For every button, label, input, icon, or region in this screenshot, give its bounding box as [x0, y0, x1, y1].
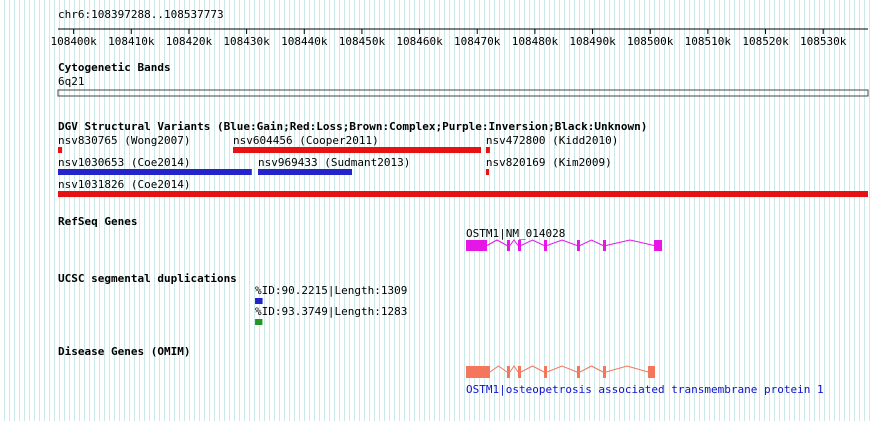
- refseq-gene-exon[interactable]: [576, 240, 580, 251]
- omim-gene-exon[interactable]: [602, 366, 606, 378]
- region-coordinates: chr6:108397288..108537773: [58, 8, 224, 21]
- refseq-gene-exon[interactable]: [506, 240, 510, 251]
- refseq-gene-exon[interactable]: [544, 240, 548, 251]
- section-title-dgv-variants: DGV Structural Variants (Blue:Gain;Red:L…: [58, 120, 648, 133]
- refseq-gene-intron: [486, 239, 508, 246]
- dgv-variant-bar[interactable]: [258, 169, 353, 175]
- cytoband-name-label: 6q21: [58, 75, 85, 88]
- refseq-gene-exon[interactable]: [518, 240, 522, 251]
- section-title-disease-genes-omim: Disease Genes (OMIM): [58, 345, 191, 358]
- section-title-cytogenetic-bands: Cytogenetic Bands: [58, 61, 171, 74]
- refseq-gene-exon[interactable]: [465, 240, 487, 251]
- refseq-gene-intron: [605, 239, 655, 246]
- cytoband-box: [57, 89, 869, 97]
- omim-gene-intron: [546, 365, 578, 373]
- refseq-gene-intron: [579, 239, 604, 246]
- omim-gene-exon[interactable]: [576, 366, 580, 378]
- dgv-variant-bar[interactable]: [233, 147, 481, 153]
- dgv-variant-bar[interactable]: [58, 191, 868, 197]
- omim-gene-exon[interactable]: [465, 366, 490, 378]
- omim-gene-intron: [520, 365, 545, 373]
- dgv-variant-bar[interactable]: [58, 147, 63, 153]
- segdup-box[interactable]: [255, 298, 263, 304]
- refseq-gene-intron: [509, 239, 519, 246]
- omim-gene-exon[interactable]: [544, 366, 548, 378]
- segdup-box[interactable]: [255, 319, 263, 325]
- dgv-variant-bar[interactable]: [485, 169, 490, 175]
- refseq-gene-intron: [546, 239, 578, 246]
- dgv-variant-bar[interactable]: [58, 169, 252, 175]
- omim-gene-intron: [509, 365, 519, 373]
- section-title-refseq-genes: RefSeq Genes: [58, 215, 138, 228]
- omim-gene-exon[interactable]: [648, 366, 655, 378]
- refseq-gene-intron: [520, 239, 545, 246]
- omim-gene-intron: [579, 365, 604, 373]
- background-gridlines: [0, 0, 870, 421]
- omim-gene-intron: [605, 365, 649, 373]
- omim-gene-intron: [489, 365, 508, 373]
- omim-gene-exon[interactable]: [518, 366, 522, 378]
- omim-gene-exon[interactable]: [506, 366, 510, 378]
- refseq-gene-exon[interactable]: [602, 240, 606, 251]
- dgv-variant-bar[interactable]: [485, 147, 490, 153]
- refseq-gene-exon[interactable]: [654, 240, 663, 251]
- section-title-segmental-duplications: UCSC segmental duplications: [58, 272, 237, 285]
